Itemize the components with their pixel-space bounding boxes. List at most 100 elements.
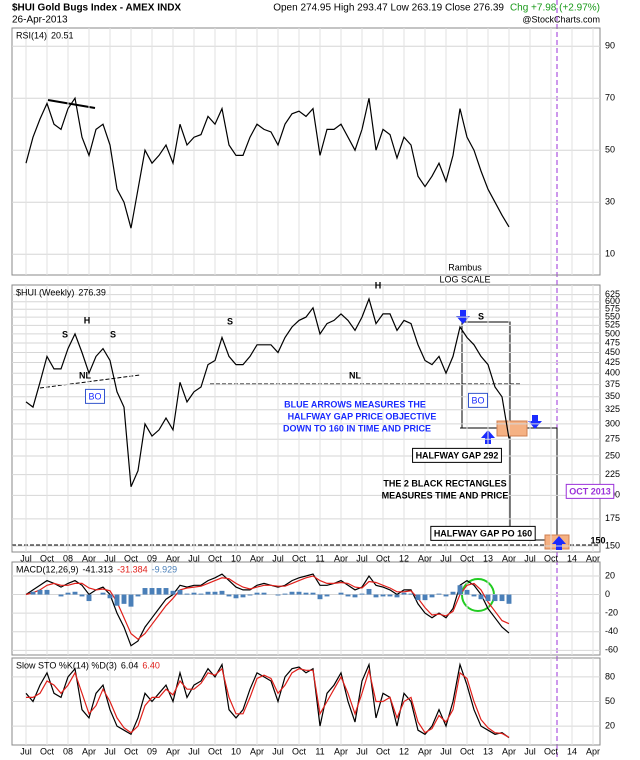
y-tick-label: -40 — [605, 626, 618, 636]
annotation: NL — [349, 370, 361, 380]
histogram-bar — [352, 594, 358, 598]
annotation-box — [430, 525, 536, 541]
histogram-bar — [114, 594, 120, 606]
x-tick-label: Jul — [356, 746, 368, 756]
x-tick-label: Oct — [376, 746, 391, 756]
legend-value: -31.384 — [117, 564, 148, 574]
x-tick-label: Oct — [124, 553, 139, 563]
histogram-bar — [254, 592, 260, 595]
x-tick-label: Apr — [418, 553, 432, 563]
annotation: BLUE ARROWS MEASURES THE — [284, 399, 426, 409]
y-tick-label: 450 — [605, 347, 620, 357]
histogram-bar — [429, 594, 435, 598]
histogram-bar — [212, 591, 218, 595]
y-tick-label: 30 — [605, 197, 615, 207]
y-tick-label: 400 — [605, 368, 620, 378]
annotation: H — [375, 280, 382, 290]
histogram-bar — [485, 594, 491, 602]
panel-legend: MACD(12,26,9) — [16, 564, 79, 574]
histogram-bar — [205, 591, 211, 595]
series-line — [25, 96, 510, 229]
y-tick-label: 150 — [605, 540, 620, 550]
y-tick-label: 275 — [605, 434, 620, 444]
x-tick-label: Jul — [440, 553, 452, 563]
x-tick-label: Oct — [292, 746, 307, 756]
x-tick-label: Apr — [418, 746, 432, 756]
y-tick-label: -60 — [605, 645, 618, 655]
histogram-bar — [100, 592, 106, 595]
histogram-bar — [121, 594, 127, 604]
annotation-box — [84, 388, 106, 404]
legend-value: 20.51 — [51, 30, 74, 40]
histogram-bar — [450, 591, 456, 595]
x-tick-label: Jul — [20, 553, 32, 563]
legend-value: -9.929 — [152, 564, 178, 574]
x-tick-label: 11 — [315, 746, 324, 756]
histogram-bar — [366, 588, 372, 595]
histogram-bar — [156, 588, 162, 595]
x-tick-label: 11 — [315, 553, 324, 563]
y-tick-label: 325 — [605, 404, 620, 414]
x-tick-label: Oct — [208, 553, 223, 563]
x-tick-label: Oct — [124, 746, 139, 756]
histogram-bar — [499, 594, 505, 602]
histogram-bar — [128, 594, 134, 607]
histogram-bar — [198, 593, 204, 595]
histogram-bar — [471, 594, 477, 597]
y-tick-label: 70 — [605, 93, 615, 103]
annotation: S — [478, 311, 484, 321]
histogram-bar — [387, 594, 393, 597]
series-line — [25, 297, 510, 487]
y-tick-label: 250 — [605, 450, 620, 460]
x-tick-label: Jul — [272, 553, 284, 563]
histogram-bar — [289, 591, 295, 595]
histogram-bar — [401, 592, 407, 595]
histogram-bar — [163, 588, 169, 595]
x-tick-label: Jul — [188, 746, 200, 756]
histogram-bar — [107, 594, 113, 599]
y-tick-label: 475 — [605, 337, 620, 347]
y-tick-label: 625 — [605, 289, 620, 299]
x-tick-label: Oct — [376, 553, 391, 563]
annotation: S — [227, 316, 233, 326]
x-tick-label: 14 — [567, 553, 577, 563]
histogram-bar — [135, 594, 141, 597]
y-tick-label: 350 — [605, 391, 620, 401]
x-tick-label: 12 — [399, 553, 409, 563]
y-tick-label: 300 — [605, 418, 620, 428]
histogram-bar — [184, 593, 190, 595]
x-tick-label: 09 — [147, 746, 157, 756]
histogram-bar — [310, 592, 316, 595]
histogram-bar — [275, 594, 281, 596]
y-tick-label: 525 — [605, 320, 620, 330]
y-tick-label: 500 — [605, 328, 620, 338]
histogram-bar — [303, 592, 309, 595]
x-tick-label: Apr — [250, 553, 264, 563]
x-tick-label: 13 — [483, 746, 493, 756]
x-tick-label: Jul — [104, 553, 116, 563]
y-tick-label: 550 — [605, 311, 620, 321]
histogram-bar — [79, 594, 85, 597]
x-tick-label: Apr — [166, 553, 180, 563]
histogram-bar — [86, 594, 92, 602]
x-tick-label: Jul — [188, 553, 200, 563]
x-tick-label: Apr — [334, 553, 348, 563]
histogram-bar — [380, 594, 386, 597]
y-tick-label: 600 — [605, 296, 620, 306]
y-tick-label: 20 — [605, 720, 615, 730]
x-tick-label: 09 — [147, 553, 157, 563]
x-tick-label: 10 — [231, 553, 241, 563]
y-tick-label: 375 — [605, 379, 620, 389]
y-tick-label: 50 — [605, 145, 615, 155]
series-line — [25, 575, 510, 640]
x-tick-label: Jul — [440, 746, 452, 756]
x-tick-label: 12 — [399, 746, 409, 756]
x-tick-label: Jul — [524, 746, 536, 756]
legend-value: 276.39 — [78, 287, 106, 297]
histogram-bar — [226, 594, 232, 597]
annotation: NL — [79, 370, 91, 380]
annotation: DOWN TO 160 IN TIME AND PRICE — [283, 423, 431, 433]
annotation: HALFWAY GAP PRICE OBJECTIVE — [288, 411, 437, 421]
annotation: S — [62, 329, 68, 339]
